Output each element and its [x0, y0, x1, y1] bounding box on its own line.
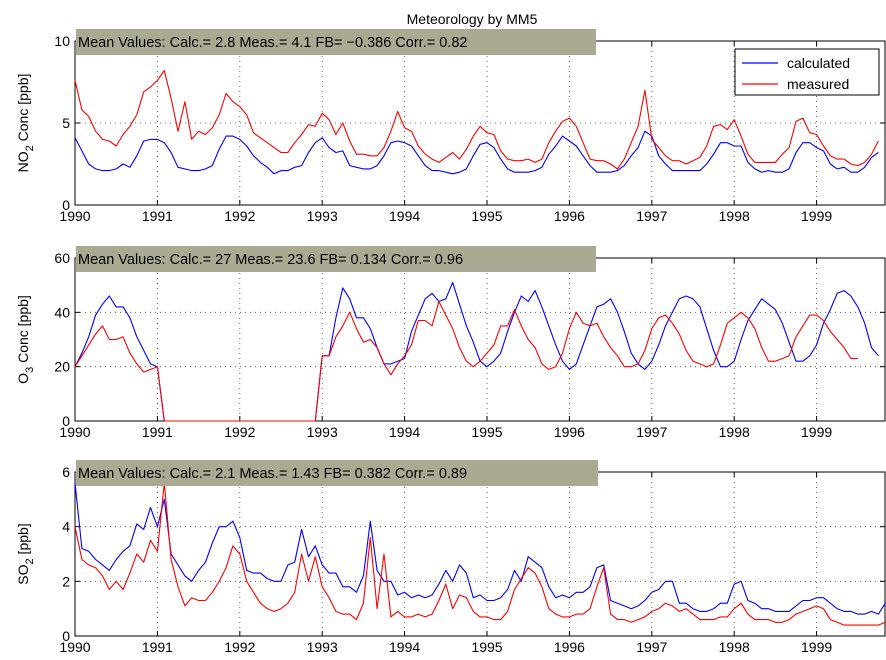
- stats-text: Mean Values: Calc.= 2.1 Meas.= 1.43 FB= …: [78, 466, 467, 482]
- x-tick-label: 1993: [307, 639, 338, 655]
- legend: calculated measured: [734, 48, 880, 96]
- x-tick-label: 1994: [389, 208, 420, 224]
- y-tick-label: 20: [54, 359, 70, 375]
- y-tick-label: 0: [62, 197, 70, 213]
- y-axis-label-main: NO: [15, 151, 31, 172]
- x-tick-label: 1997: [636, 424, 667, 440]
- x-tick-label: 1994: [389, 424, 420, 440]
- legend-label-calculated: calculated: [787, 55, 850, 71]
- x-tick-label: 1990: [59, 208, 90, 224]
- stats-box: [76, 246, 596, 272]
- y-tick-label: 4: [62, 519, 70, 535]
- stats-box: [76, 460, 598, 486]
- legend-box: [734, 48, 880, 96]
- series-line-calculated: [74, 482, 886, 615]
- x-tick-label: 1996: [554, 424, 585, 440]
- panel-3: 1990 1991 1992 1993 1994 1995 1996 1997 1998 1999…: [15, 460, 886, 655]
- stats-box: [76, 29, 596, 55]
- x-tick-label: 1998: [719, 208, 750, 224]
- y-axis-label-main: SO: [15, 564, 31, 584]
- y-axis-label-subscript: 3: [24, 367, 36, 373]
- x-tick-label: 1995: [471, 639, 502, 655]
- y-axis-label: SO2 [ppb]: [15, 523, 36, 584]
- x-tick-label: 1992: [224, 208, 255, 224]
- x-tick-label: 1995: [471, 424, 502, 440]
- x-tick-label: 1999: [801, 424, 832, 440]
- y-tick-label: 10: [54, 33, 70, 49]
- x-tick-label: 1991: [142, 208, 173, 224]
- x-tick-label: 1998: [719, 424, 750, 440]
- series-line-measured: [74, 482, 886, 626]
- x-tick-label: 1997: [636, 208, 667, 224]
- x-tick-label: 1996: [554, 639, 585, 655]
- series-line-calculated: [74, 130, 879, 175]
- y-tick-label: 0: [62, 413, 70, 429]
- x-tick-label: 1996: [554, 208, 585, 224]
- y-axis-label-subscript: 2: [24, 558, 36, 564]
- y-tick-label: 6: [62, 464, 70, 480]
- x-tick-label: 1991: [142, 639, 173, 655]
- y-axis-label-main: O: [15, 373, 31, 384]
- x-tick-label: 1992: [224, 639, 255, 655]
- x-tick-label: 1999: [801, 639, 832, 655]
- y-tick-label: 60: [54, 250, 70, 266]
- panels: 1990 1991 1992 1993 1994 1995 1996 1997 1998 1999…: [15, 29, 886, 655]
- x-tick-label: 1999: [801, 208, 832, 224]
- y-tick-label: 0: [62, 628, 70, 644]
- y-tick-label: 40: [54, 304, 70, 320]
- x-tick-label: 1993: [307, 424, 338, 440]
- stats-text: Mean Values: Calc.= 27 Meas.= 23.6 FB= 0…: [78, 252, 463, 268]
- x-tick-label: 1991: [142, 424, 173, 440]
- y-tick-label: 5: [62, 115, 70, 131]
- x-tick-label: 1995: [471, 208, 502, 224]
- y-axis-label-unit: [ppb]: [15, 523, 31, 558]
- x-tick-label: 1998: [719, 639, 750, 655]
- series-line-measured: [74, 300, 858, 422]
- y-axis-label: NO2 Conc [ppb]: [15, 74, 36, 173]
- y-axis-label-subscript: 2: [24, 145, 36, 151]
- figure-title: Meteorology by MM5: [407, 11, 538, 27]
- y-axis-label-unit: Conc [ppb]: [15, 295, 31, 367]
- panel-2: 1990 1991 1992 1993 1994 1995 1996 1997 1998 1999…: [15, 246, 886, 440]
- x-tick-label: 1994: [389, 639, 420, 655]
- stats-text: Mean Values: Calc.= 2.8 Meas.= 4.1 FB= −…: [78, 35, 467, 51]
- legend-label-measured: measured: [787, 76, 849, 92]
- x-tick-label: 1993: [307, 208, 338, 224]
- x-tick-label: 1990: [59, 424, 90, 440]
- series-line-measured: [74, 69, 879, 170]
- y-axis-label: O3 Conc [ppb]: [15, 295, 36, 384]
- x-tick-label: 1992: [224, 424, 255, 440]
- y-axis-label-unit: Conc [ppb]: [15, 74, 31, 146]
- plot-area: [74, 471, 886, 637]
- plot-area: [74, 257, 886, 422]
- y-tick-label: 2: [62, 573, 70, 589]
- panel-1: 1990 1991 1992 1993 1994 1995 1996 1997 1998 1999…: [15, 29, 886, 224]
- x-tick-label: 1997: [636, 639, 667, 655]
- x-tick-label: 1990: [59, 639, 90, 655]
